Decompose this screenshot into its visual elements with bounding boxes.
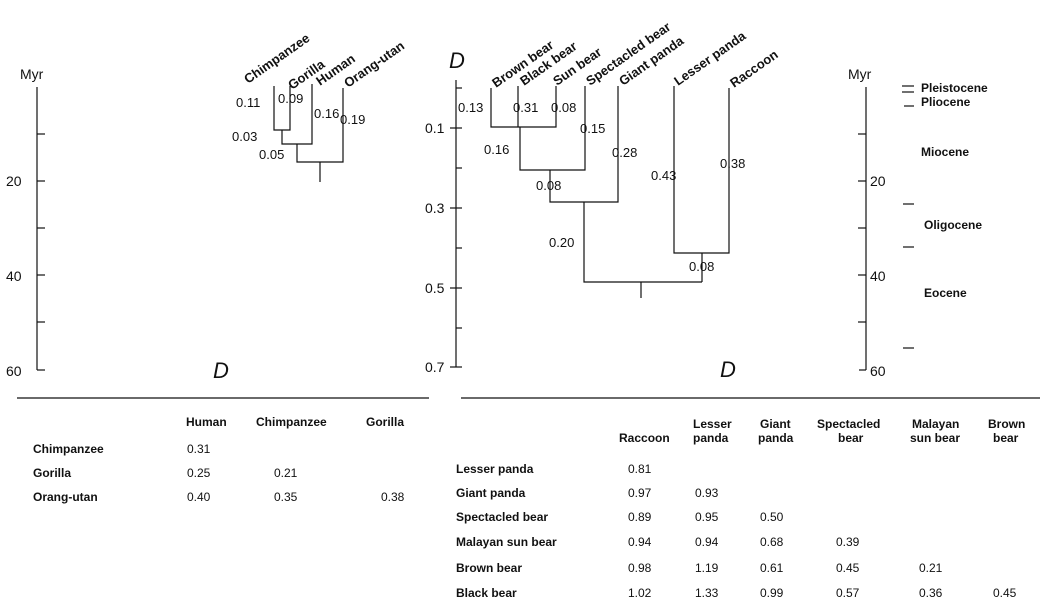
epoch-label: Miocene bbox=[921, 145, 969, 159]
carnivore-table-row-label: Lesser panda bbox=[456, 462, 534, 476]
primate-d-label: D bbox=[213, 358, 229, 383]
carnivore-table-column-header: Giant bbox=[760, 417, 791, 431]
carnivore-tree: D 0.1 0.3 0.5 0.7 Brown bear Black bear … bbox=[425, 19, 781, 382]
primate-axis-tick-label: 60 bbox=[6, 363, 22, 379]
primate-axis-tick-label: 40 bbox=[6, 268, 22, 284]
carnivore-branch-length: 0.20 bbox=[549, 235, 574, 250]
primate-table-column-header: Chimpanzee bbox=[256, 415, 327, 429]
carnivore-table-column-header: sun bear bbox=[910, 431, 960, 445]
primate-branch-length: 0.11 bbox=[236, 95, 260, 110]
carnivore-table-column-header: Raccoon bbox=[619, 431, 670, 445]
time-axis-tick-label: 60 bbox=[870, 363, 886, 379]
carnivore-table-cell: 1.02 bbox=[628, 586, 652, 600]
carnivore-table-column-header: bear bbox=[993, 431, 1019, 445]
carnivore-table-cell: 0.81 bbox=[628, 462, 652, 476]
carnivore-table-cell: 0.50 bbox=[760, 510, 784, 524]
carnivore-table-column-header: Brown bbox=[988, 417, 1025, 431]
carnivore-table-column-header: panda bbox=[758, 431, 794, 445]
carnivore-table-row-label: Malayan sun bear bbox=[456, 535, 557, 549]
primate-table-row-label: Gorilla bbox=[33, 466, 71, 480]
primate-branch-length: 0.16 bbox=[314, 106, 339, 121]
carnivore-distance-table: Raccoon Lesser panda Giant panda Spectac… bbox=[456, 417, 1025, 600]
primate-branch-length: 0.19 bbox=[340, 112, 365, 127]
time-scale: Myr 20 40 60 Pleistocene Pliocene Miocen… bbox=[848, 66, 988, 379]
carnivore-table-cell: 0.94 bbox=[628, 535, 652, 549]
carnivore-table-row-label: Spectacled bear bbox=[456, 510, 548, 524]
carnivore-table-column-header: bear bbox=[838, 431, 864, 445]
carnivore-table-row-label: Brown bear bbox=[456, 561, 522, 575]
primate-branch bbox=[296, 88, 344, 163]
carnivore-axis-label: D bbox=[449, 48, 465, 73]
primate-branch-length: 0.05 bbox=[259, 147, 284, 162]
carnivore-table-cell: 0.99 bbox=[760, 586, 784, 600]
carnivore-table-cell: 0.98 bbox=[628, 561, 652, 575]
primate-table-cell: 0.21 bbox=[274, 466, 298, 480]
primate-tree: Myr 20 40 60 Chimpanzee Gorilla Human Or… bbox=[6, 30, 407, 383]
time-axis-tick-label: 20 bbox=[870, 173, 886, 189]
carnivore-table-cell: 0.36 bbox=[919, 586, 943, 600]
primate-table-cell: 0.35 bbox=[274, 490, 298, 504]
carnivore-branch-length: 0.38 bbox=[720, 156, 745, 171]
carnivore-table-cell: 1.19 bbox=[695, 561, 719, 575]
carnivore-table-cell: 0.57 bbox=[836, 586, 860, 600]
carnivore-branch-length: 0.43 bbox=[651, 168, 676, 183]
carnivore-d-label: D bbox=[720, 357, 736, 382]
primate-table-cell: 0.25 bbox=[187, 466, 211, 480]
carnivore-branch-length: 0.28 bbox=[612, 145, 637, 160]
carnivore-table-cell: 0.68 bbox=[760, 535, 784, 549]
carnivore-table-cell: 0.39 bbox=[836, 535, 860, 549]
primate-axis-unit: Myr bbox=[20, 66, 44, 82]
carnivore-branch bbox=[519, 86, 586, 171]
epoch-label: Pliocene bbox=[921, 95, 971, 109]
carnivore-axis-tick-label: 0.5 bbox=[425, 280, 445, 296]
primate-branch-length: 0.09 bbox=[278, 91, 303, 106]
carnivore-branch-length: 0.08 bbox=[689, 259, 714, 274]
carnivore-branch-length: 0.08 bbox=[551, 100, 576, 115]
carnivore-table-column-header: Lesser bbox=[693, 417, 732, 431]
time-axis-tick-label: 40 bbox=[870, 268, 886, 284]
primate-table-row-label: Orang-utan bbox=[33, 490, 98, 504]
epoch-label: Pleistocene bbox=[921, 81, 988, 95]
carnivore-branch-length: 0.16 bbox=[484, 142, 509, 157]
carnivore-table-cell: 0.97 bbox=[628, 486, 652, 500]
epoch-label: Eocene bbox=[924, 286, 967, 300]
carnivore-table-column-header: Malayan bbox=[912, 417, 959, 431]
carnivore-axis-tick-label: 0.3 bbox=[425, 200, 445, 216]
carnivore-table-row-label: Black bear bbox=[456, 586, 517, 600]
time-axis-unit: Myr bbox=[848, 66, 872, 82]
carnivore-branch bbox=[583, 202, 702, 283]
carnivore-table-row-label: Giant panda bbox=[456, 486, 526, 500]
primate-distance-table: Human Chimpanzee Gorilla Chimpanzee 0.31… bbox=[33, 415, 405, 504]
carnivore-table-cell: 0.89 bbox=[628, 510, 652, 524]
carnivore-branch-length: 0.13 bbox=[458, 100, 483, 115]
carnivore-table-cell: 0.21 bbox=[919, 561, 943, 575]
carnivore-branch-length: 0.08 bbox=[536, 178, 561, 193]
primate-table-cell: 0.40 bbox=[187, 490, 211, 504]
carnivore-table-cell: 0.45 bbox=[993, 586, 1017, 600]
carnivore-branch bbox=[490, 86, 557, 128]
carnivore-branch-length: 0.31 bbox=[513, 100, 538, 115]
primate-axis-tick-label: 20 bbox=[6, 173, 22, 189]
carnivore-table-cell: 0.45 bbox=[836, 561, 860, 575]
carnivore-table-cell: 0.94 bbox=[695, 535, 719, 549]
epoch-label: Oligocene bbox=[924, 218, 982, 232]
carnivore-axis-tick-label: 0.7 bbox=[425, 359, 445, 375]
primate-table-cell: 0.38 bbox=[381, 490, 405, 504]
carnivore-table-cell: 0.61 bbox=[760, 561, 784, 575]
carnivore-table-cell: 1.33 bbox=[695, 586, 719, 600]
primate-table-cell: 0.31 bbox=[187, 442, 211, 456]
carnivore-table-column-header: panda bbox=[693, 431, 729, 445]
primate-table-column-header: Gorilla bbox=[366, 415, 404, 429]
carnivore-branch-length: 0.15 bbox=[580, 121, 605, 136]
primate-branch-length: 0.03 bbox=[232, 129, 257, 144]
carnivore-leaf-label: Raccoon bbox=[727, 47, 781, 91]
primate-table-column-header: Human bbox=[186, 415, 227, 429]
carnivore-table-column-header: Spectacled bbox=[817, 417, 880, 431]
primate-table-row-label: Chimpanzee bbox=[33, 442, 104, 456]
carnivore-table-cell: 0.95 bbox=[695, 510, 719, 524]
carnivore-table-cell: 0.93 bbox=[695, 486, 719, 500]
carnivore-axis-tick-label: 0.1 bbox=[425, 120, 445, 136]
